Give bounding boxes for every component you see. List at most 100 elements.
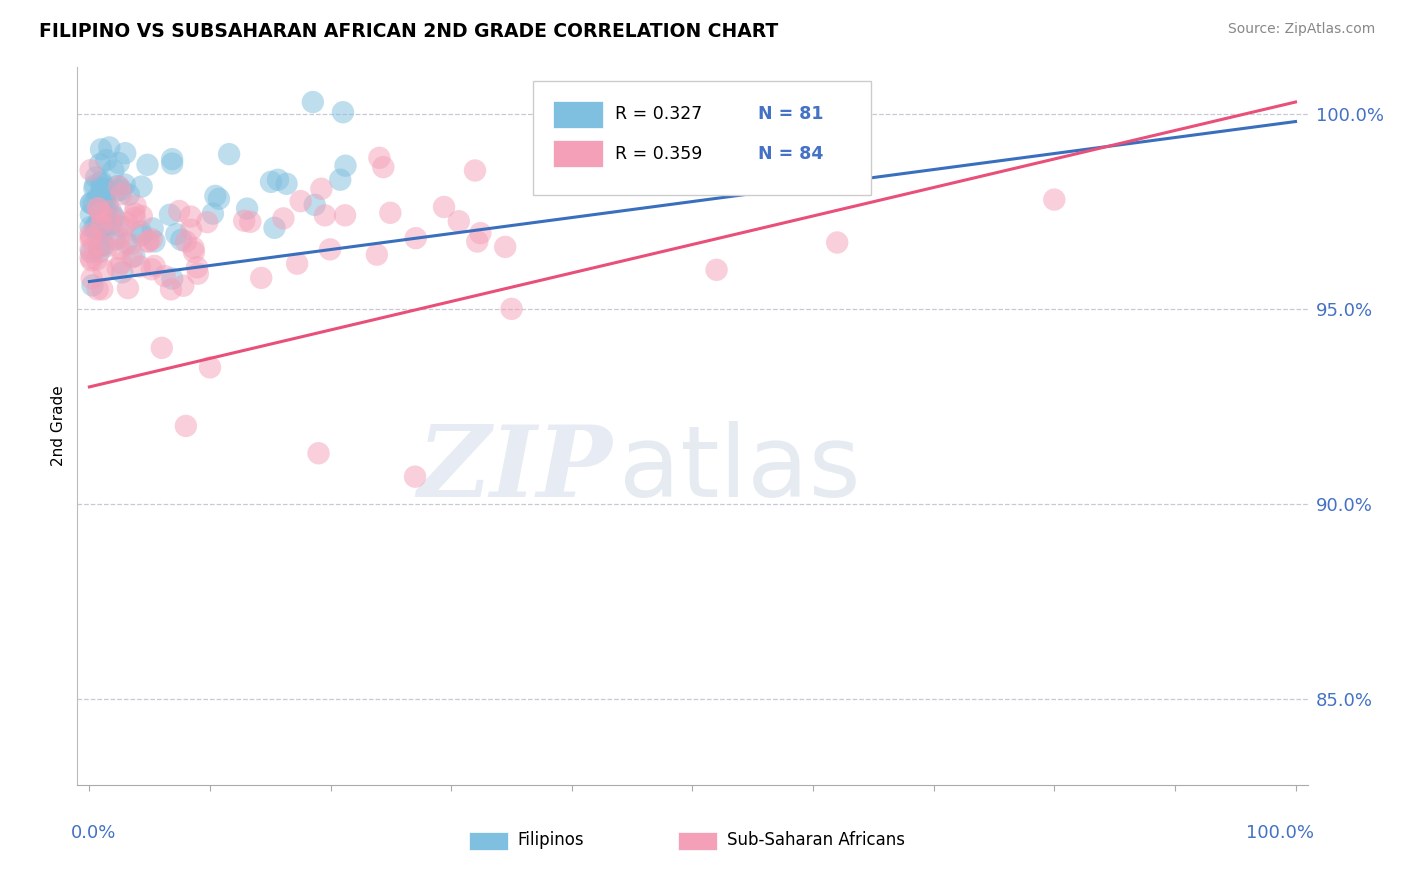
Point [83, 220, 105, 235]
Point [233, 213, 256, 227]
Point [84, 178, 107, 193]
Point [100, 218, 122, 232]
Point [1043, 193, 1066, 207]
Point [112, 219, 135, 234]
Point [80, 230, 103, 244]
Point [80, 245, 103, 260]
Point [90, 142, 112, 156]
Y-axis label: 2nd Grade: 2nd Grade [51, 385, 66, 467]
Point [170, 233, 193, 247]
Point [124, 211, 146, 225]
Point [115, 236, 138, 251]
Text: 0.0%: 0.0% [72, 824, 117, 842]
Point [87, 201, 110, 215]
Point [86, 226, 108, 240]
Text: N = 84: N = 84 [758, 145, 823, 162]
Text: 100.0%: 100.0% [1246, 824, 1313, 842]
Point [332, 105, 354, 120]
Point [447, 214, 470, 228]
FancyBboxPatch shape [468, 831, 508, 849]
Point [80, 208, 103, 222]
Point [90, 218, 112, 232]
Point [114, 146, 136, 161]
Point [107, 156, 129, 170]
Point [110, 242, 132, 256]
Point [111, 265, 134, 279]
Point [131, 179, 153, 194]
Point [138, 234, 160, 248]
Point [80, 271, 103, 285]
Point [90, 221, 112, 235]
Point [117, 281, 139, 295]
Point [118, 187, 141, 202]
Point [89, 244, 111, 259]
Point [79, 232, 101, 246]
Point [93, 182, 115, 196]
Point [124, 199, 146, 213]
Point [90, 175, 112, 189]
Point [165, 227, 187, 242]
Point [329, 172, 352, 186]
Point [260, 175, 283, 189]
Point [285, 257, 308, 271]
Point [308, 446, 330, 460]
Point [236, 202, 259, 216]
Point [89, 213, 111, 227]
Point [108, 179, 131, 194]
Point [93, 263, 115, 277]
Point [87, 219, 110, 233]
Point [96, 183, 118, 197]
Point [91, 190, 114, 204]
Point [87, 202, 110, 216]
Point [110, 183, 132, 197]
Point [94, 199, 117, 213]
Point [93, 238, 115, 252]
Point [91, 282, 114, 296]
Point [153, 268, 176, 283]
Point [105, 184, 128, 198]
Point [319, 243, 342, 257]
Point [115, 216, 138, 230]
Point [143, 259, 166, 273]
FancyBboxPatch shape [678, 831, 717, 849]
Point [86, 252, 108, 267]
Text: Sub-Saharan Africans: Sub-Saharan Africans [727, 830, 905, 848]
Point [405, 231, 427, 245]
Point [91, 217, 114, 231]
Text: ZIP: ZIP [418, 421, 613, 517]
Point [83, 181, 105, 195]
Point [825, 235, 848, 250]
Point [187, 267, 209, 281]
Point [91, 226, 114, 240]
Point [90, 206, 112, 220]
Point [160, 282, 183, 296]
Point [366, 247, 388, 261]
Point [141, 232, 163, 246]
Point [172, 278, 194, 293]
Point [108, 219, 131, 234]
Text: atlas: atlas [619, 420, 860, 517]
Point [335, 159, 357, 173]
Point [131, 209, 153, 223]
Point [373, 160, 395, 174]
Text: R = 0.327: R = 0.327 [614, 105, 702, 123]
Point [311, 182, 333, 196]
Text: Filipinos: Filipinos [517, 830, 585, 848]
Point [136, 235, 159, 249]
Text: N = 81: N = 81 [758, 105, 823, 123]
Point [110, 256, 132, 270]
Point [97, 239, 120, 253]
Point [302, 95, 325, 109]
Point [80, 196, 103, 211]
Point [201, 206, 224, 220]
Point [150, 341, 173, 355]
Point [90, 180, 112, 194]
Point [204, 189, 226, 203]
Point [121, 250, 143, 264]
Point [142, 221, 165, 235]
Point [98, 140, 121, 154]
Point [79, 219, 101, 234]
Point [91, 178, 114, 192]
Point [333, 208, 356, 222]
Point [464, 163, 486, 178]
